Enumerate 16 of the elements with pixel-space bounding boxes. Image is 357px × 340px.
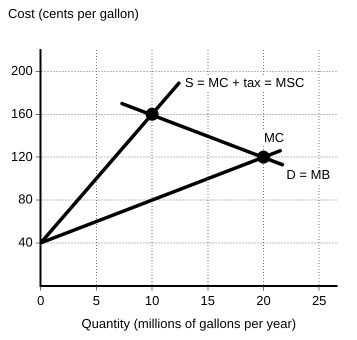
x-tick-label: 15 (200, 293, 216, 308)
y-tick-label: 40 (18, 234, 33, 250)
x-tick-label: 25 (312, 293, 326, 308)
y-tick-label: 160 (10, 106, 33, 121)
series-label: S = MC + tax = MSC (184, 74, 304, 90)
x-tick-label: 5 (92, 293, 100, 308)
x-tick-label: 10 (144, 293, 160, 308)
y-tick-label: 80 (18, 192, 33, 207)
series-label: D = MB (286, 166, 330, 182)
y-tick-label: 120 (10, 148, 33, 164)
x-tick-label: 20 (256, 293, 271, 308)
x-tick-label: 0 (37, 293, 44, 308)
y-axis-title: Cost (cents per gallon) (8, 6, 139, 22)
x-axis-title: Quantity (millions of gallons per year) (82, 316, 296, 331)
y-tick-label: 200 (10, 63, 33, 78)
series-label: MC (264, 130, 284, 145)
